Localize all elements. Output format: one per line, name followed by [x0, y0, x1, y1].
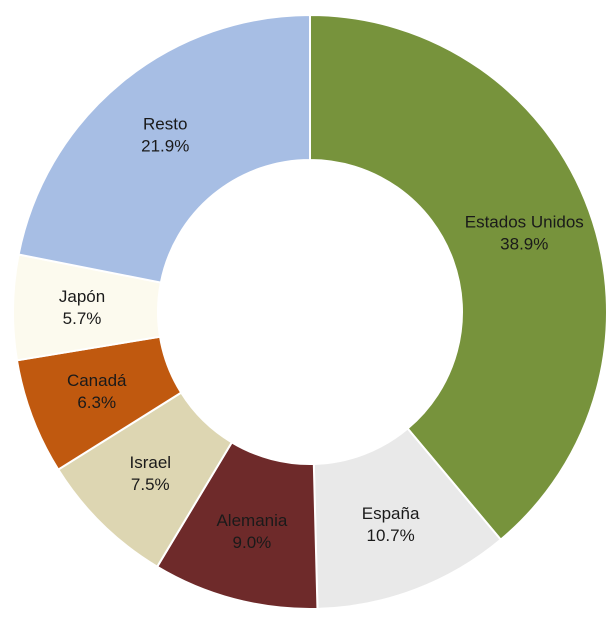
slice-label: Israel	[130, 453, 172, 472]
slice-value-label: 7.5%	[131, 475, 170, 494]
slice-label: Japón	[59, 287, 105, 306]
donut-slice	[309, 13, 608, 542]
slice-value-label: 6.3%	[77, 393, 116, 412]
slice-label: España	[362, 504, 420, 523]
slice-value-label: 5.7%	[63, 309, 102, 328]
slice-value-label: 21.9%	[141, 136, 189, 155]
slice-label: Resto	[143, 114, 187, 133]
slice-value-label: 38.9%	[500, 235, 548, 254]
slice-label: Estados Unidos	[465, 213, 584, 232]
slice-value-label: 9.0%	[233, 533, 272, 552]
slice-label: Canadá	[67, 371, 127, 390]
slice-value-label: 10.7%	[366, 526, 414, 545]
slice-label: Alemania	[216, 511, 287, 530]
donut-slice	[17, 13, 311, 284]
